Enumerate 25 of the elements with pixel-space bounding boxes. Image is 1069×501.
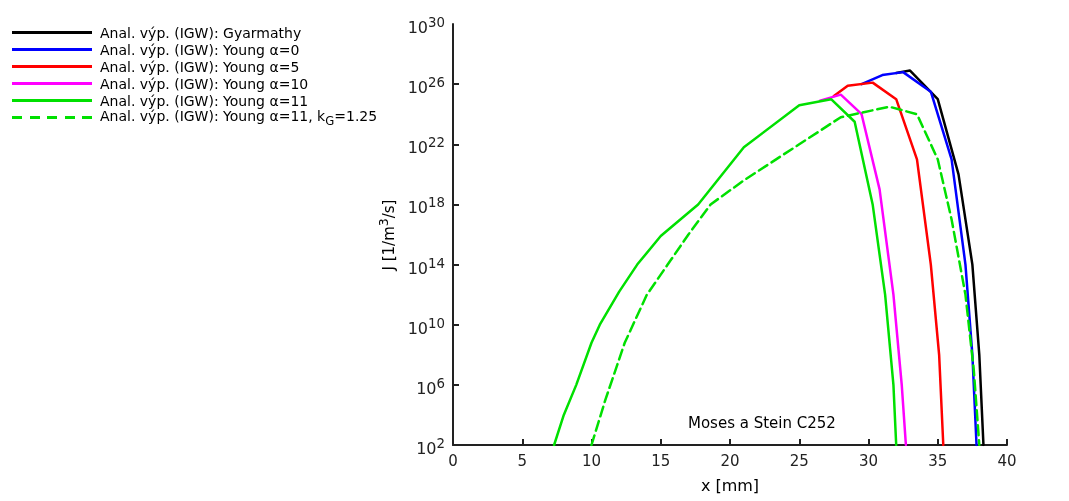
y-tick-label: 10$^{30}$	[407, 14, 445, 39]
annotation: Moses a Stein C252	[688, 413, 836, 432]
legend-label: Anal. výp. (IGW): Young α=11	[100, 92, 309, 109]
x-tick-label: 30	[858, 452, 879, 470]
legend-label: Anal. výp. (IGW): Young α=0	[100, 41, 300, 58]
y-tick-label: 10$^{2}$	[416, 435, 445, 460]
x-tick-label: 5	[517, 452, 528, 470]
x-tick-label: 25	[789, 452, 809, 470]
y-tick-label: 10$^{10}$	[407, 314, 445, 340]
y-tick-label: 10$^{18}$	[407, 194, 445, 219]
legend-label: Anal. výp. (IGW): Young α=10	[100, 75, 309, 92]
y-tick-label: 10$^{6}$	[416, 374, 445, 400]
x-tick-label: 15	[651, 452, 671, 470]
y-tick-label: 10$^{26}$	[407, 74, 445, 99]
x-tick-label: 35	[928, 452, 948, 470]
x-tick-label: 10	[581, 452, 602, 470]
x-tick-label: 40	[997, 452, 1017, 470]
legend-label: Anal. výp. (IGW): Young α=5	[100, 58, 300, 75]
y-tick-label: 10$^{22}$	[407, 134, 445, 159]
x-tick-label: 20	[720, 452, 740, 470]
x-axis-title: x [mm]	[700, 475, 760, 495]
line-series	[894, 69, 985, 447]
y-tick-label: 10$^{14}$	[407, 254, 445, 279]
x-tick-label: 0	[448, 452, 458, 470]
legend-label: Anal. výp. (IGW): Gyarmathy	[100, 24, 302, 41]
